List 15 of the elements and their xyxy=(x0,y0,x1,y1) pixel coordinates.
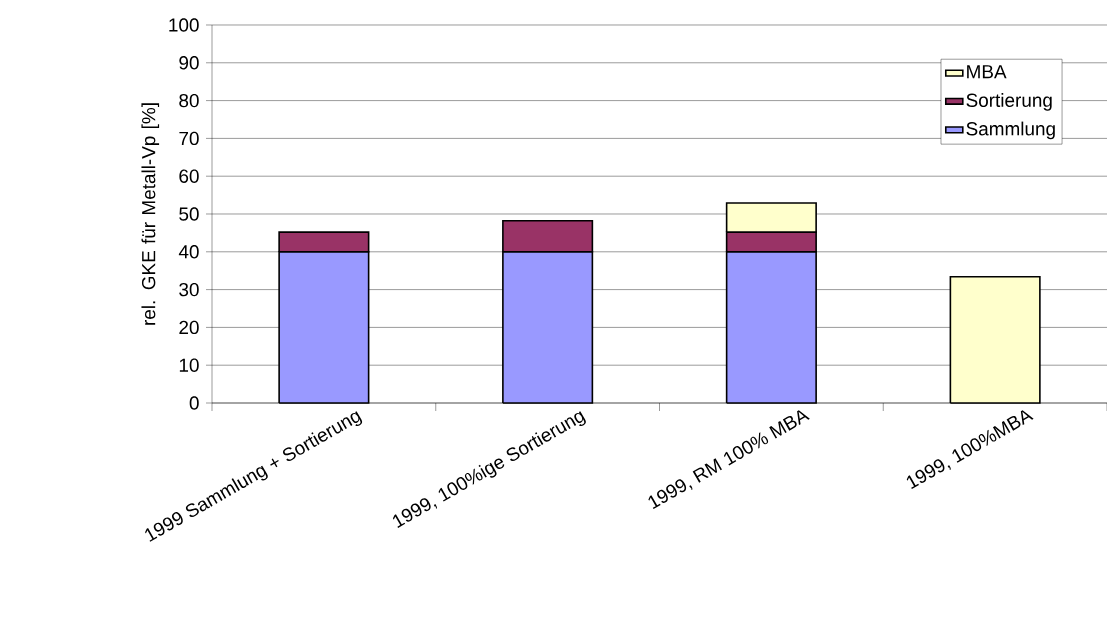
legend-label: Sammlung xyxy=(966,121,1055,140)
y-tick-label: 40 xyxy=(178,245,199,259)
y-axis-title: rel. GKE für Metall-Vp [%] xyxy=(141,103,160,325)
y-tick-label: 60 xyxy=(179,169,199,183)
legend-label: Sortierung xyxy=(966,93,1052,111)
y-tick-label: 50 xyxy=(179,207,199,221)
legend-label: MBA xyxy=(967,65,1007,79)
y-tick-label: 10 xyxy=(179,358,199,372)
y-tick-label: 0 xyxy=(189,396,199,410)
y-tick-label: 20 xyxy=(179,320,199,335)
y-tick-label: 30 xyxy=(179,282,199,297)
y-tick-label: 70 xyxy=(179,131,199,146)
y-tick-label: 90 xyxy=(179,56,199,70)
y-tick-label: 100 xyxy=(169,18,199,32)
y-tick-label: 80 xyxy=(179,93,199,108)
